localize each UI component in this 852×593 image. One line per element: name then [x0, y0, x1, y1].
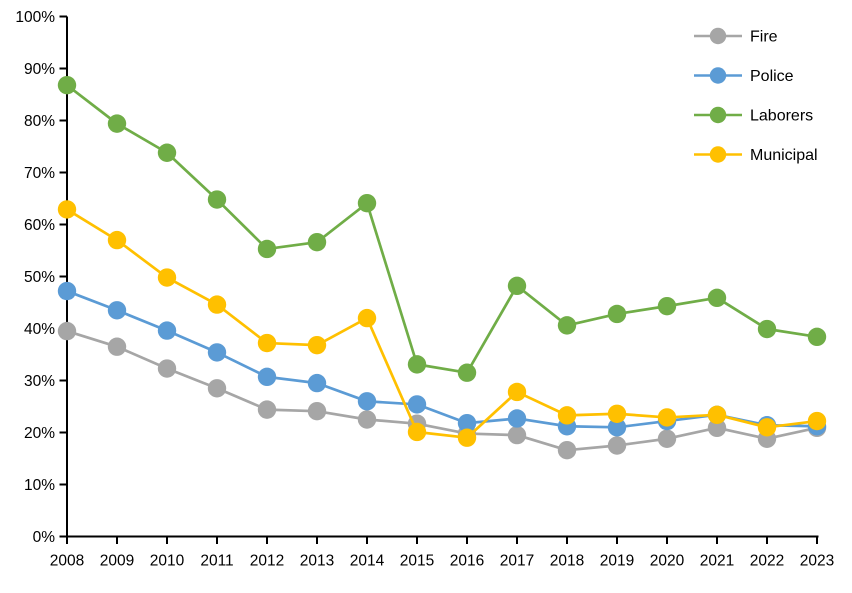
y-axis-tick-label: 70% [24, 165, 55, 182]
x-axis-tick-label: 2008 [50, 553, 84, 570]
police-series-marker [207, 343, 227, 362]
laborers-series-marker [57, 75, 77, 95]
legend-swatch-marker-municipal [709, 146, 727, 163]
laborers-series-marker [157, 143, 177, 162]
x-axis-tick-label: 2021 [700, 553, 734, 570]
laborers-series-marker [357, 193, 377, 213]
y-axis-tick-label: 30% [24, 373, 55, 390]
y-axis-tick-label: 60% [24, 217, 55, 234]
x-axis-tick-label: 2023 [800, 553, 834, 570]
y-axis-tick-label: 40% [24, 321, 55, 338]
x-axis-tick-label: 2009 [100, 553, 134, 570]
legend-label-laborers: Laborers [750, 108, 813, 125]
x-axis-tick-label: 2010 [150, 553, 185, 570]
fire-series-marker [657, 429, 677, 448]
laborers-series-marker [407, 355, 427, 374]
laborers-series-marker [207, 190, 227, 209]
y-axis-tick-label: 100% [15, 9, 55, 26]
x-axis-tick-label: 2012 [250, 553, 284, 570]
police-series-marker [457, 413, 477, 433]
laborers-series-marker [457, 363, 477, 382]
municipal-series-marker [157, 268, 177, 287]
municipal-series-marker [607, 404, 627, 423]
police-series-marker [507, 409, 527, 428]
x-axis-tick-label: 2017 [500, 553, 534, 570]
police-series-marker [257, 367, 277, 387]
x-axis-tick-label: 2013 [300, 553, 334, 570]
police-series-marker [607, 418, 627, 437]
fire-series-marker [207, 379, 227, 398]
municipal-series-marker [107, 230, 127, 250]
legend-label-police: Police [750, 68, 794, 85]
police-series-marker [357, 392, 377, 411]
fire-series-marker [557, 440, 577, 460]
municipal-series-marker [707, 405, 727, 425]
y-axis-tick-label: 0% [33, 529, 56, 546]
fire-series-marker [357, 410, 377, 429]
fire-series-marker [707, 418, 727, 438]
x-axis-tick-label: 2014 [350, 553, 385, 570]
municipal-series-marker [357, 308, 377, 328]
legend-swatch-marker-laborers [709, 106, 727, 124]
fire-series-marker [507, 425, 527, 445]
municipal-series-marker [757, 418, 777, 437]
fire-series-marker [107, 337, 127, 356]
municipal-series-marker [207, 295, 227, 314]
municipal-series-marker [407, 422, 427, 442]
x-axis-tick-label: 2018 [550, 553, 584, 570]
laborers-series-marker [607, 304, 627, 324]
municipal-series-line [65, 208, 819, 440]
x-axis-tick-label: 2015 [400, 553, 434, 570]
laborers-series-marker [757, 319, 777, 339]
laborers-series-marker [307, 232, 327, 252]
legend-swatch-marker-fire [709, 27, 727, 45]
municipal-series-marker [307, 335, 327, 355]
fire-series-marker [307, 401, 327, 421]
y-axis-tick-label: 90% [24, 61, 55, 78]
x-axis-tick-label: 2019 [600, 553, 634, 570]
laborers-series-line [65, 83, 819, 375]
laborers-series-marker [507, 276, 527, 296]
municipal-series-marker [807, 411, 827, 431]
police-series-marker [57, 281, 77, 301]
x-axis-tick-label: 2011 [200, 553, 233, 570]
municipal-series-marker [57, 200, 77, 219]
fire-series-marker [257, 400, 277, 419]
municipal-series-marker [257, 333, 277, 353]
legend-swatch-marker-police [709, 67, 727, 84]
laborers-series-marker [557, 316, 577, 335]
fire-series-marker [157, 359, 177, 378]
laborers-series-marker [107, 114, 127, 133]
municipal-series-marker [657, 408, 677, 427]
legend-label-municipal: Municipal [750, 147, 818, 164]
y-axis-tick-label: 80% [24, 113, 55, 130]
police-series-marker [307, 373, 327, 393]
y-axis-tick-label: 10% [24, 477, 55, 494]
police-series-marker [157, 321, 177, 340]
x-axis-tick-label: 2020 [650, 553, 685, 570]
police-series-marker [407, 395, 427, 414]
fire-series-marker [57, 321, 77, 341]
y-axis-tick-label: 20% [24, 425, 55, 442]
police-series-line [65, 289, 819, 429]
fire-series-marker [607, 436, 627, 455]
laborers-series-marker [657, 296, 677, 316]
municipal-series-marker [457, 428, 477, 447]
x-axis-tick-label: 2016 [450, 553, 484, 570]
police-series-marker [107, 301, 127, 320]
laborers-series-marker [707, 288, 727, 308]
municipal-series-marker [507, 382, 527, 402]
municipal-series-marker [557, 406, 577, 425]
fire-series-line [65, 329, 819, 452]
y-axis-tick-label: 50% [24, 269, 55, 286]
legend-label-fire: Fire [750, 29, 778, 46]
laborers-series-marker [257, 239, 277, 259]
laborers-series-marker [807, 327, 827, 347]
x-axis-tick-label: 2022 [750, 553, 784, 570]
